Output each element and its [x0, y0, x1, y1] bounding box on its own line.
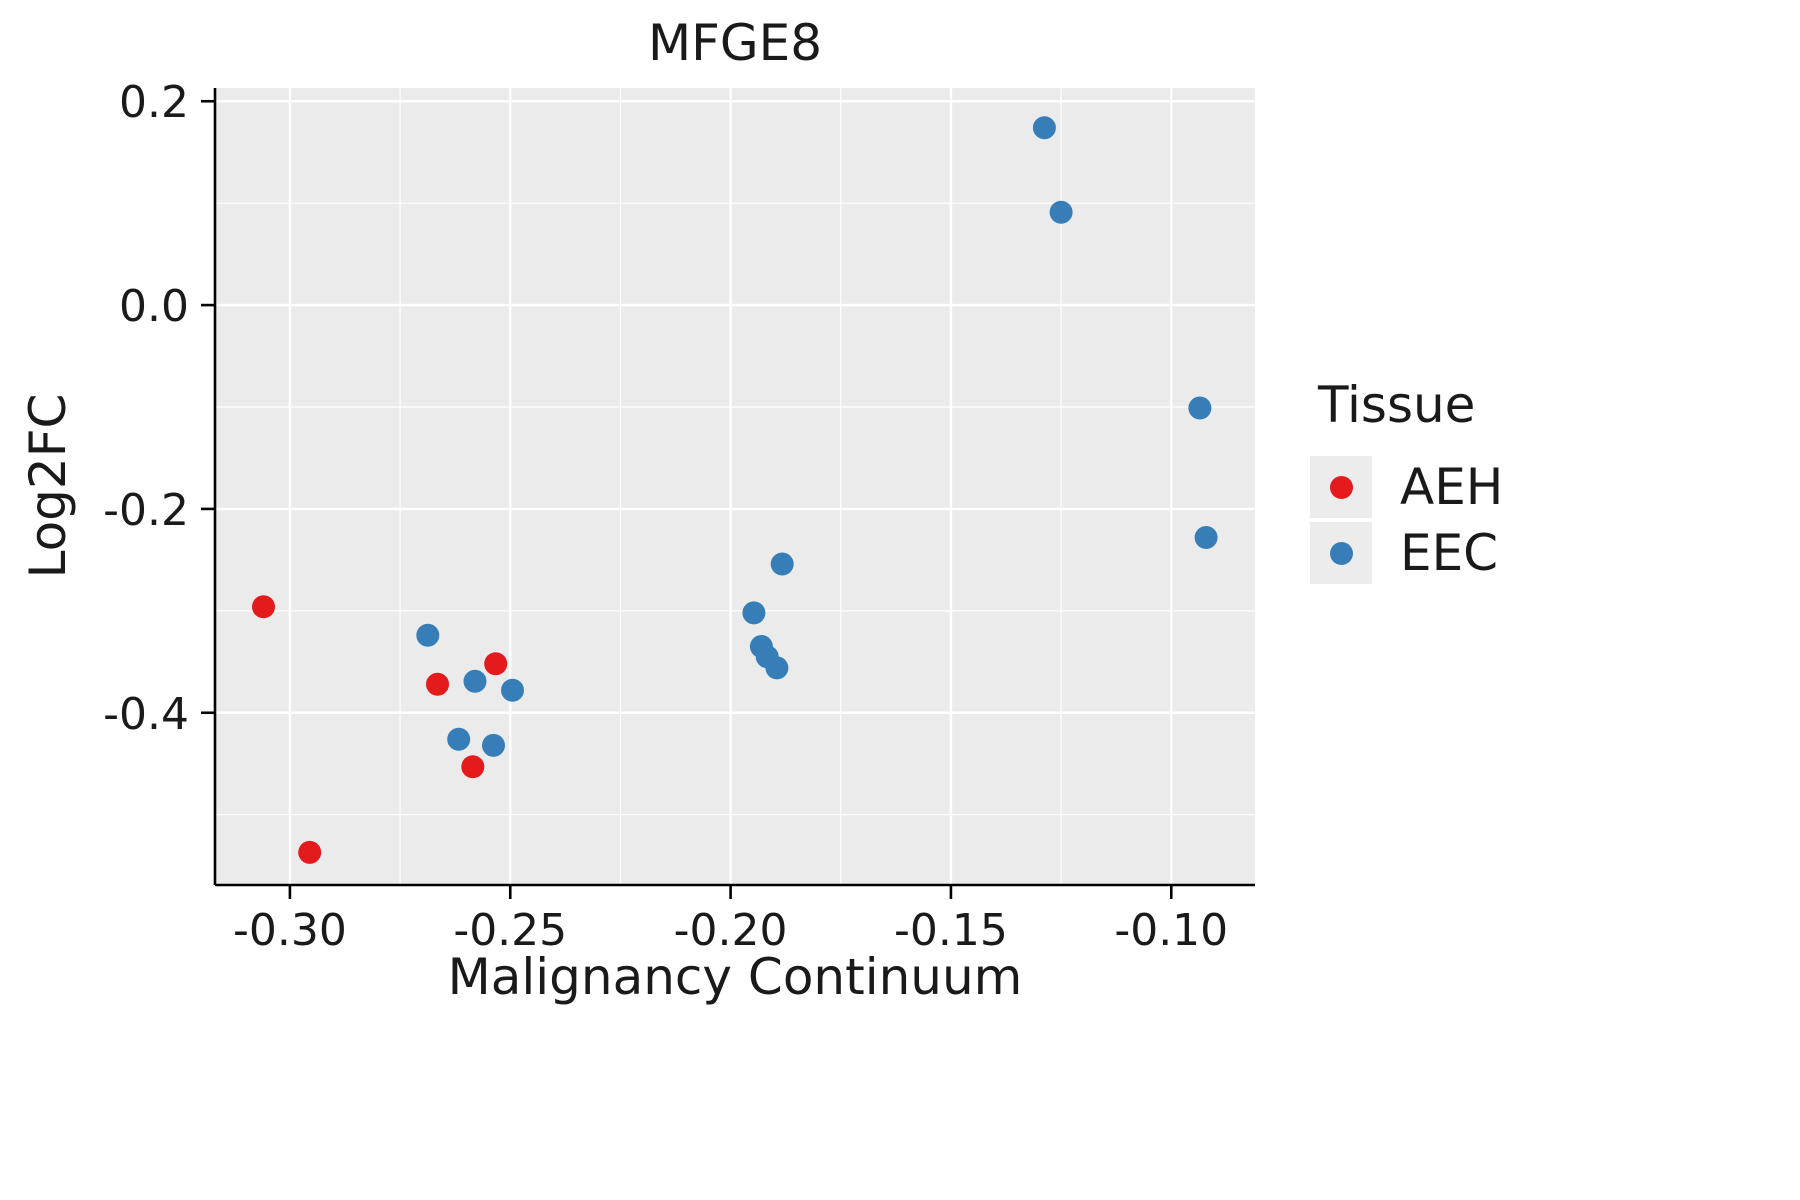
data-point-eec: [1049, 200, 1073, 224]
data-point-eec: [416, 623, 440, 647]
data-point-eec: [447, 727, 471, 751]
data-point-eec: [742, 601, 766, 625]
y-tick-label: -0.4: [103, 689, 189, 740]
data-point-aeh: [426, 672, 449, 696]
legend-title: Tissue: [1318, 376, 1476, 434]
x-axis-label: Malignancy Continuum: [447, 948, 1023, 1006]
aeh-point-icon: [1329, 475, 1353, 499]
y-tick-label: 0.0: [119, 281, 189, 332]
y-axis-label: Log2FC: [19, 393, 77, 579]
legend-label-eec: EEC: [1400, 524, 1499, 582]
data-point-eec: [1032, 116, 1056, 140]
x-tick-label: -0.25: [453, 905, 567, 956]
legend-label-aeh: AEH: [1400, 458, 1504, 516]
data-point-aeh: [484, 652, 508, 676]
data-point-eec: [770, 552, 794, 576]
data-point-aeh: [298, 840, 322, 864]
data-point-eec: [765, 656, 789, 680]
legend-item-aeh: AEH: [1310, 456, 1503, 518]
data-point-eec: [1194, 526, 1218, 549]
data-point-eec: [1188, 396, 1212, 420]
x-tick-label: -0.10: [1114, 905, 1228, 956]
y-tick-label: 0.2: [119, 77, 189, 128]
chart-title: MFGE8: [647, 14, 823, 72]
data-point-eec: [463, 669, 487, 693]
plot-panel: [215, 88, 1255, 885]
data-point-aeh: [252, 595, 275, 619]
legend-key: [1310, 522, 1372, 584]
x-tick-label: -0.20: [674, 905, 788, 956]
data-point-aeh: [461, 755, 485, 779]
data-point-eec: [482, 733, 505, 757]
data-point-eec: [501, 678, 524, 702]
legend: Tissue AEH EEC: [1310, 376, 1503, 588]
y-tick-label: -0.2: [103, 485, 189, 536]
legend-key: [1310, 456, 1372, 518]
legend-item-eec: EEC: [1310, 522, 1503, 584]
x-tick-label: -0.30: [233, 905, 347, 956]
x-tick-label: -0.15: [894, 905, 1008, 956]
eec-point-icon: [1329, 541, 1353, 565]
